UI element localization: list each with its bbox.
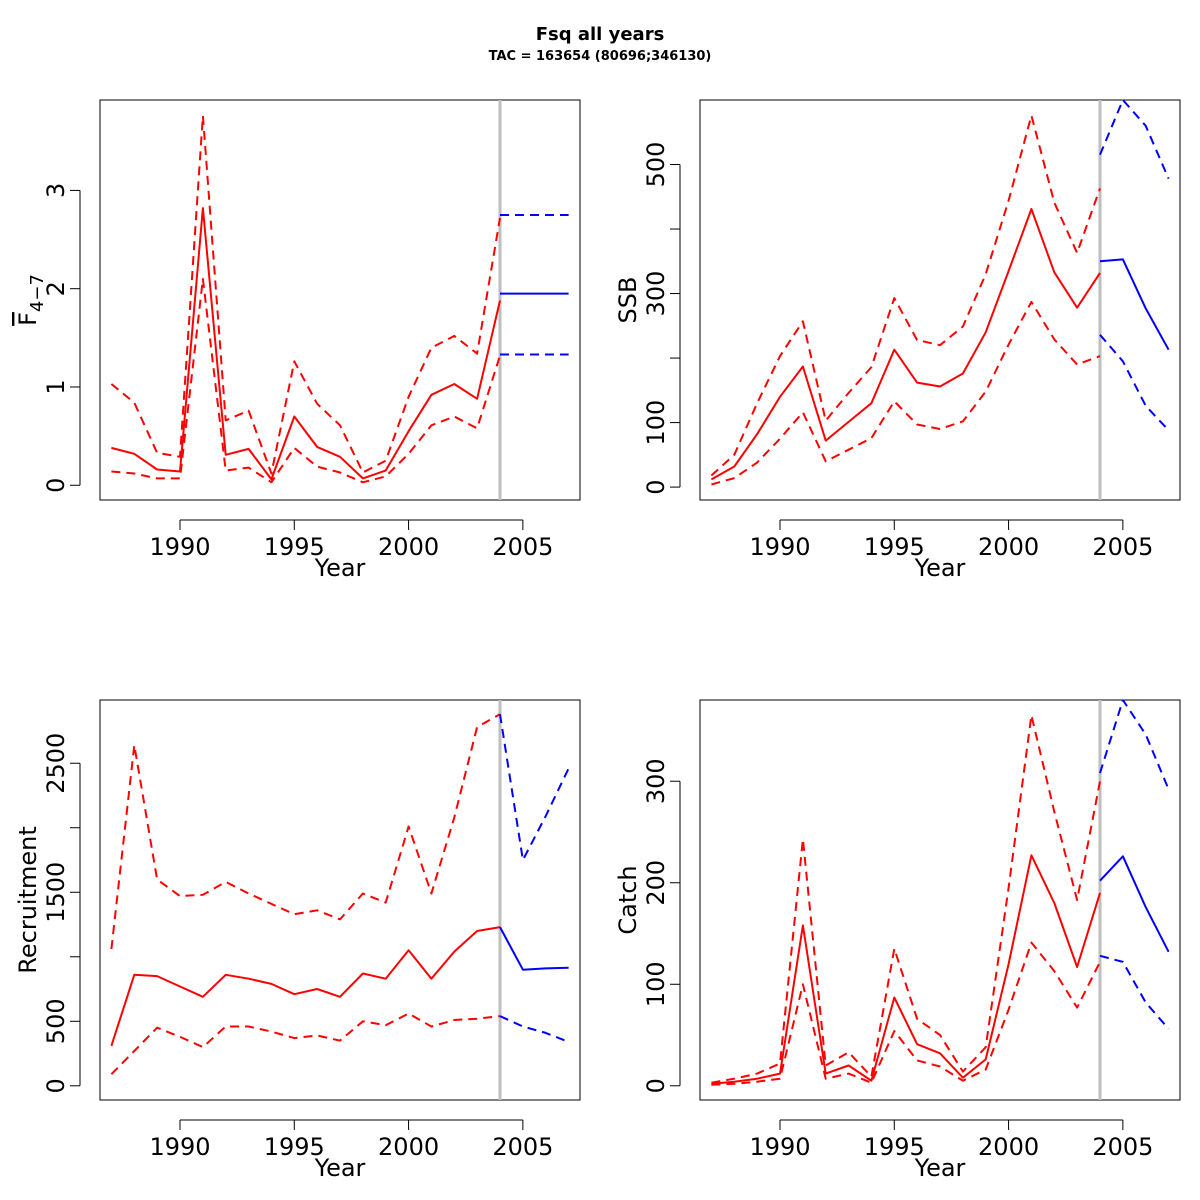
series-forecast-lower-line [499, 1015, 569, 1043]
series-estimate-line [110, 926, 501, 1047]
y-tick-label: 0 [642, 479, 670, 494]
x-tick-label: 1995 [864, 533, 925, 561]
x-tick-label: 2000 [378, 1133, 439, 1161]
series-group [110, 713, 570, 1075]
x-tick-label: 1990 [149, 1133, 210, 1161]
series-group [110, 114, 569, 484]
series-estimate-line [710, 208, 1101, 481]
series-lower-line [111, 277, 501, 484]
series-forecast-upper-line [1099, 100, 1170, 180]
x-tick-label: 1990 [749, 1133, 810, 1161]
x-tick-label: 1995 [864, 1133, 925, 1161]
plot-frame [699, 699, 1181, 1101]
series-lower-line [110, 1012, 501, 1075]
catch-panel: 1990 1995 2000 2005 Year 0 100 200 300 Catch [614, 699, 1181, 1182]
y-axis-label: SSB [614, 277, 642, 324]
y-tick-label: 500 [642, 142, 670, 188]
y-axis-label: Catch [614, 865, 642, 934]
y-tick-label: 0 [42, 478, 70, 493]
series-forecast-upper-line [1099, 700, 1170, 790]
y-tick-label: 1 [42, 379, 70, 394]
series-forecast-lower-line [1099, 954, 1170, 1030]
series-upper-line [711, 714, 1101, 1084]
x-tick-label: 2000 [978, 533, 1039, 561]
series-estimate-line [111, 207, 501, 481]
y-tick-label: 300 [642, 758, 670, 804]
recruitment-panel: 1990 1995 2000 2005 Year 0 500 1500 2500 Recruitm… [14, 699, 581, 1182]
series-upper-line [110, 114, 501, 475]
series-upper-line [110, 713, 501, 950]
x-axis-label: Year [914, 554, 966, 582]
series-group [711, 700, 1170, 1086]
x-tick-label: 2005 [1092, 1133, 1153, 1161]
figure-subtitle: TAC = 163654 (80696;346130) [489, 49, 712, 64]
y-axis-label: Recruitment [14, 826, 42, 973]
series-forecast-line [1099, 258, 1170, 351]
series-estimate-line [711, 854, 1101, 1085]
x-tick-label: 2000 [378, 533, 439, 561]
x-tick-label: 1990 [749, 533, 810, 561]
x-axis-label: Year [314, 1154, 366, 1182]
series-forecast-line [499, 926, 569, 971]
series-forecast-upper-line [499, 714, 570, 861]
f-panel: 1990 1995 2000 2005 Year 0 1 2 3 F4−7 [14, 99, 581, 582]
ssb-panel: 1990 1995 2000 2005 Year 0 100 300 500 SSB [614, 99, 1181, 582]
y-tick-label: 300 [642, 271, 670, 317]
series-upper-line [710, 114, 1101, 477]
y-tick-label: 200 [642, 860, 670, 906]
x-tick-label: 1995 [264, 533, 325, 561]
y-tick-label: 3 [42, 183, 70, 198]
series-forecast-line [1099, 855, 1170, 953]
y-tick-label: 2500 [42, 733, 70, 794]
y-tick-label: 1500 [42, 862, 70, 923]
x-axis-label: Year [314, 554, 366, 582]
x-tick-label: 2005 [492, 1133, 553, 1161]
x-tick-label: 1995 [264, 1133, 325, 1161]
y-tick-label: 100 [642, 400, 670, 446]
series-group [710, 100, 1170, 486]
plot-frame [99, 99, 581, 501]
figure-title: Fsq all years [536, 24, 665, 45]
plot-frame [99, 699, 581, 1101]
y-tick-label: 0 [42, 1078, 70, 1093]
y-tick-label: 500 [42, 998, 70, 1044]
series-forecast-lower-line [1099, 334, 1170, 431]
plot-frame [699, 99, 1181, 501]
x-tick-label: 1990 [149, 533, 210, 561]
series-lower-line [711, 300, 1101, 486]
series-lower-line [711, 941, 1101, 1086]
x-axis-label: Year [914, 1154, 966, 1182]
x-tick-label: 2005 [492, 533, 553, 561]
y-axis-label-main: F [14, 312, 42, 326]
x-tick-label: 2000 [978, 1133, 1039, 1161]
y-tick-label: 2 [42, 281, 70, 296]
y-tick-label: 100 [642, 961, 670, 1007]
y-axis-label: F4−7 [14, 274, 48, 326]
y-tick-label: 0 [642, 1078, 670, 1093]
y-axis-label-subscript: 4−7 [27, 274, 48, 312]
x-tick-label: 2005 [1092, 533, 1153, 561]
